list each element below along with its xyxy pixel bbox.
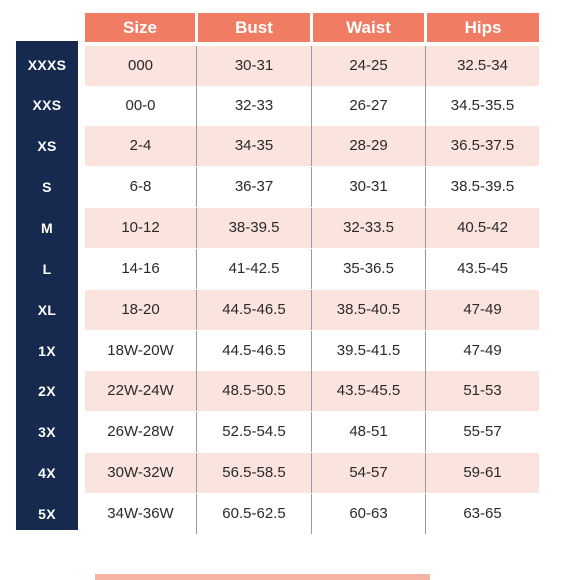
hips-cell: 40.5-42 xyxy=(457,219,508,236)
waist-cell: 43.5-45.5 xyxy=(312,371,426,411)
size-label: M xyxy=(41,220,53,236)
size-label: 1X xyxy=(38,343,56,359)
bust-cell: 52.5-54.5 xyxy=(197,412,312,452)
table-row: 34W-36W 60.5-62.5 60-63 63-65 xyxy=(85,494,539,534)
hips-cell: 43.5-45 xyxy=(457,260,508,277)
size-label: XS xyxy=(37,138,57,154)
size-cell: 14-16 xyxy=(85,249,197,289)
header-waist: Waist xyxy=(313,13,424,42)
table-row: 10-12 38-39.5 32-33.5 40.5-42 xyxy=(85,208,539,248)
size-label: XXXS xyxy=(27,57,67,73)
waist-cell: 35-36.5 xyxy=(312,249,426,289)
table-row: 26W-28W 52.5-54.5 48-51 55-57 xyxy=(85,412,539,452)
hips-cell: 34.5-35.5 xyxy=(450,97,515,114)
header-size: Size xyxy=(85,13,195,42)
bottom-strip xyxy=(95,574,430,580)
bust-cell: 48.5-50.5 xyxy=(197,371,312,411)
bust-cell: 38-39.5 xyxy=(197,208,312,248)
table-row: 18W-20W 44.5-46.5 39.5-41.5 47-49 xyxy=(85,331,539,371)
size-label: 4X xyxy=(38,465,56,481)
table-row: 18-20 44.5-46.5 38.5-40.5 47-49 xyxy=(85,290,539,330)
waist-cell: 38.5-40.5 xyxy=(312,290,426,330)
size-label-column: XXXS XXS XS S M L XL 1X 2X 3X 4X 5X xyxy=(16,41,78,530)
hips-cell: 32.5-34 xyxy=(457,57,508,74)
waist-cell: 48-51 xyxy=(312,412,426,452)
table-row: 22W-24W 48.5-50.5 43.5-45.5 51-53 xyxy=(85,371,539,411)
size-label: XL xyxy=(37,302,57,318)
size-cell: 18W-20W xyxy=(85,331,197,371)
waist-cell: 26-27 xyxy=(312,86,426,126)
size-cell: 000 xyxy=(85,46,197,86)
table-row: 14-16 41-42.5 35-36.5 43.5-45 xyxy=(85,249,539,289)
size-cell: 26W-28W xyxy=(85,412,197,452)
size-label: XXS xyxy=(32,97,62,113)
table-row: 6-8 36-37 30-31 38.5-39.5 xyxy=(85,167,539,207)
bust-cell: 60.5-62.5 xyxy=(197,494,312,534)
hips-cell: 36.5-37.5 xyxy=(450,137,515,154)
table-row: 00-0 32-33 26-27 34.5-35.5 xyxy=(85,86,539,126)
bust-cell: 41-42.5 xyxy=(197,249,312,289)
hips-cell: 47-49 xyxy=(463,342,502,359)
hips-cell: 63-65 xyxy=(463,505,502,522)
bust-cell: 32-33 xyxy=(197,86,312,126)
bust-cell: 36-37 xyxy=(197,167,312,207)
size-cell: 2-4 xyxy=(85,126,197,166)
size-label: 2X xyxy=(38,383,56,399)
table-row: 2-4 34-35 28-29 36.5-37.5 xyxy=(85,126,539,166)
hips-cell: 59-61 xyxy=(463,464,502,481)
size-cell: 22W-24W xyxy=(85,371,197,411)
size-cell: 6-8 xyxy=(85,167,197,207)
table-row: 30W-32W 56.5-58.5 54-57 59-61 xyxy=(85,453,539,493)
hips-cell: 47-49 xyxy=(463,301,502,318)
bust-cell: 30-31 xyxy=(197,46,312,86)
size-cell: 18-20 xyxy=(85,290,197,330)
waist-cell: 30-31 xyxy=(312,167,426,207)
size-cell: 10-12 xyxy=(85,208,197,248)
waist-cell: 54-57 xyxy=(312,453,426,493)
table-row: 000 30-31 24-25 32.5-34 xyxy=(85,46,539,86)
waist-cell: 39.5-41.5 xyxy=(312,331,426,371)
size-cell: 00-0 xyxy=(85,86,197,126)
bust-cell: 44.5-46.5 xyxy=(197,290,312,330)
size-label: 5X xyxy=(38,506,56,522)
hips-cell: 38.5-39.5 xyxy=(450,178,515,195)
waist-cell: 60-63 xyxy=(312,494,426,534)
table-header: Size Bust Waist Hips xyxy=(85,13,539,42)
hips-cell: 51-53 xyxy=(463,382,502,399)
hips-cell: 55-57 xyxy=(463,423,502,440)
size-cell: 30W-32W xyxy=(85,453,197,493)
waist-cell: 32-33.5 xyxy=(312,208,426,248)
size-label: S xyxy=(42,179,52,195)
bust-cell: 56.5-58.5 xyxy=(197,453,312,493)
header-bust: Bust xyxy=(198,13,310,42)
bust-cell: 34-35 xyxy=(197,126,312,166)
waist-cell: 28-29 xyxy=(312,126,426,166)
size-cell: 34W-36W xyxy=(85,494,197,534)
header-hips: Hips xyxy=(427,13,539,42)
waist-cell: 24-25 xyxy=(312,46,426,86)
bust-cell: 44.5-46.5 xyxy=(197,331,312,371)
size-label: 3X xyxy=(38,424,56,440)
size-label: L xyxy=(42,261,52,277)
